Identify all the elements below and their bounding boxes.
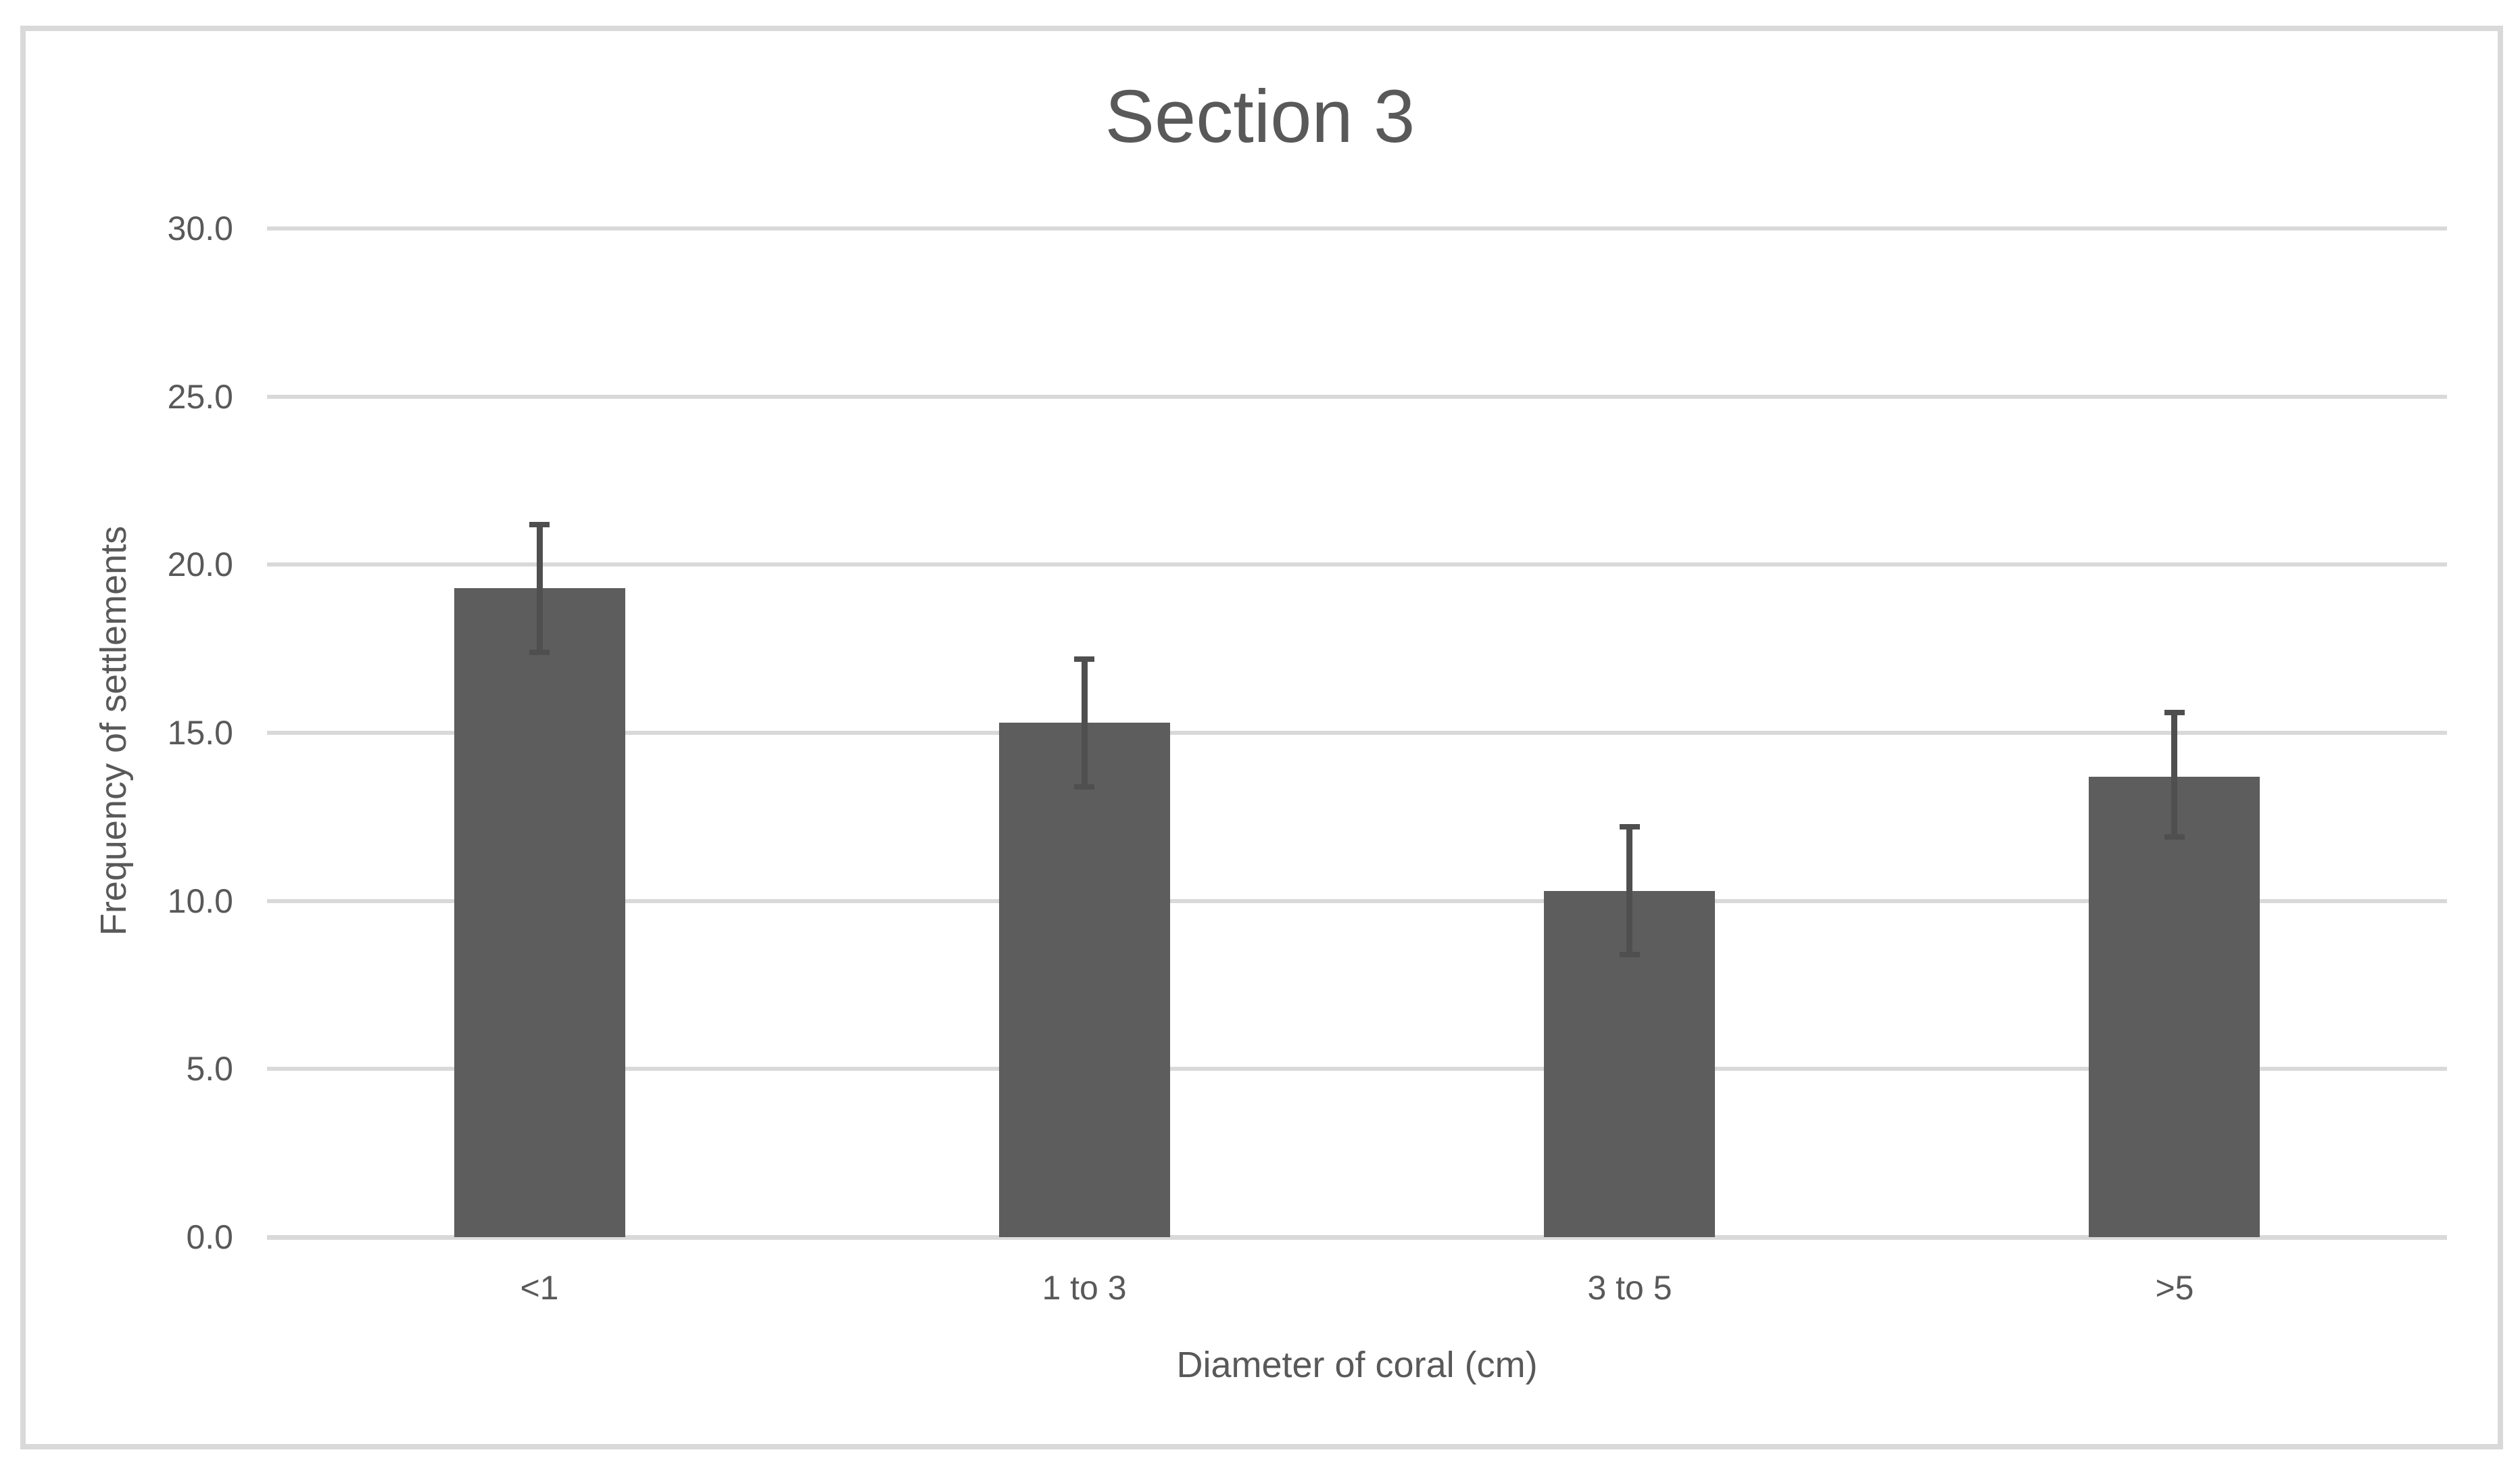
error-bar-cap-top [2164, 710, 2185, 715]
error-bar-whisker [2171, 713, 2177, 837]
bar [2089, 777, 2260, 1237]
error-bar-whisker [1626, 827, 1632, 955]
gridline [267, 395, 2447, 399]
y-axis-title: Frequency of settlements [93, 525, 134, 936]
y-tick-label: 30.0 [167, 210, 233, 247]
x-category-label: 3 to 5 [1587, 1269, 1672, 1307]
gridline [267, 1067, 2447, 1071]
error-bar-cap-bottom [2164, 834, 2185, 840]
y-tick-label: 20.0 [167, 546, 233, 583]
gridline [267, 899, 2447, 903]
chart-frame [20, 26, 2503, 1449]
error-bar-cap-bottom [1620, 952, 1640, 957]
error-bar-cap-bottom [529, 650, 550, 655]
x-category-label: >5 [2155, 1269, 2194, 1307]
error-bar-cap-top [1620, 824, 1640, 829]
bar [999, 723, 1170, 1237]
x-category-label: 1 to 3 [1042, 1269, 1127, 1307]
x-axis-line [267, 1235, 2447, 1240]
error-bar-cap-bottom [1074, 784, 1094, 790]
y-tick-label: 0.0 [186, 1218, 233, 1256]
chart-title: Section 3 [1105, 75, 1415, 158]
error-bar-cap-top [529, 522, 550, 527]
y-tick-label: 10.0 [167, 882, 233, 920]
y-tick-label: 25.0 [167, 378, 233, 416]
error-bar-whisker [537, 525, 543, 652]
gridline [267, 562, 2447, 567]
y-tick-label: 15.0 [167, 714, 233, 752]
gridline [267, 731, 2447, 735]
error-bar-cap-top [1074, 656, 1094, 662]
x-category-label: <1 [520, 1269, 559, 1307]
y-tick-label: 5.0 [186, 1050, 233, 1088]
bar [454, 588, 625, 1237]
gridline [267, 226, 2447, 231]
error-bar-whisker [1082, 659, 1088, 787]
x-axis-title: Diameter of coral (cm) [1176, 1345, 1538, 1385]
